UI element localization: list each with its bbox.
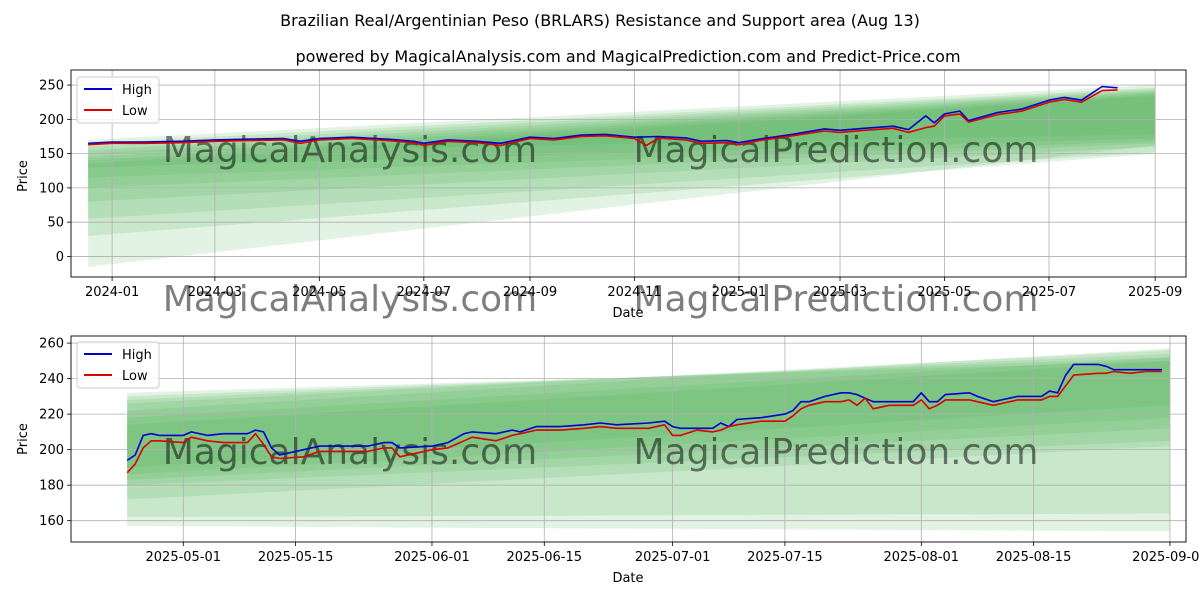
top-band-5 xyxy=(88,93,1156,219)
top-band-6 xyxy=(88,94,1156,236)
bottom-band-5 xyxy=(127,357,1170,518)
top-y-tick-label-5: 250 xyxy=(39,79,64,94)
chart-subtitle: powered by MagicalAnalysis.com and Magic… xyxy=(295,47,960,66)
top-panel: MagicalAnalysis.com MagicalPrediction.co… xyxy=(16,69,1187,321)
bottom-x-tick-label-0: 2025-05-01 xyxy=(146,550,222,565)
top-y-axis-label: Price xyxy=(16,160,31,192)
top-x-tick-label-10: 2025-09 xyxy=(1128,285,1182,300)
top-x-tick-label-8: 2025-05 xyxy=(917,285,971,300)
top-y-tick-label-1: 50 xyxy=(47,216,64,231)
bottom-panel: MagicalAnalysis.com MagicalPrediction.co… xyxy=(16,335,1200,586)
top-y-tick-label-3: 150 xyxy=(39,147,64,162)
top-x-tick-label-7: 2025-03 xyxy=(813,285,867,300)
bottom-x-axis-label: Date xyxy=(612,571,643,586)
bottom-y-tick-label-4: 240 xyxy=(39,372,64,387)
bottom-y-tick-label-5: 260 xyxy=(39,337,64,352)
bottom-y-tick-label-2: 200 xyxy=(39,443,64,458)
bottom-x-tick-label-7: 2025-08-15 xyxy=(996,550,1072,565)
bottom-x-tick-label-8: 2025-09-01 xyxy=(1132,550,1200,565)
bottom-x-tick-label-1: 2025-05-15 xyxy=(258,550,334,565)
top-x-tick-label-6: 2025-01 xyxy=(712,285,766,300)
bottom-lines xyxy=(126,363,1162,474)
top-band-3 xyxy=(88,90,1156,188)
bottom-legend-low-label: Low xyxy=(122,369,148,384)
top-x-tick-label-9: 2025-07 xyxy=(1022,285,1076,300)
top-y-tick-label-2: 100 xyxy=(39,181,64,196)
top-legend-high-label: High xyxy=(122,83,152,98)
bottom-legend-high-label: High xyxy=(122,348,152,363)
top-plot-frame xyxy=(70,69,1187,278)
top-y-tick-label-0: 0 xyxy=(56,250,64,265)
bottom-plot-frame xyxy=(70,335,1187,543)
top-axes: 2024-01 2024-03 2024-05 2024-07 2024-09 2024-… xyxy=(39,69,1187,300)
top-band-7 xyxy=(88,96,1156,267)
top-legend-low-label: Low xyxy=(122,104,148,119)
top-x-tick-label-4: 2024-09 xyxy=(503,285,557,300)
bottom-grid xyxy=(71,336,1186,542)
bottom-watermark-2: MagicalPrediction.com xyxy=(634,432,1039,473)
bottom-high-line xyxy=(126,363,1162,461)
top-grid xyxy=(71,70,1186,277)
top-watermark-2: MagicalPrediction.com xyxy=(634,130,1039,171)
top-watermark-1: MagicalAnalysis.com xyxy=(163,130,537,171)
top-bands xyxy=(88,85,1156,267)
bottom-watermark-1: MagicalAnalysis.com xyxy=(163,432,537,473)
top-high-line xyxy=(88,85,1118,145)
bottom-x-tick-label-5: 2025-07-15 xyxy=(747,550,823,565)
bottom-y-tick-label-3: 220 xyxy=(39,408,64,423)
bottom-y-tick-label-0: 160 xyxy=(39,514,64,529)
bottom-y-tick-label-1: 180 xyxy=(39,479,64,494)
bottom-x-tick-label-4: 2025-07-01 xyxy=(635,550,711,565)
bottom-legend: High Low xyxy=(76,341,160,389)
bottom-low-line xyxy=(126,370,1162,474)
top-band-1 xyxy=(88,87,1156,168)
bottom-x-tick-label-6: 2025-08-01 xyxy=(884,550,960,565)
chart-title: Brazilian Real/Argentinian Peso (BRLARS)… xyxy=(280,11,920,30)
bottom-band-3 xyxy=(127,350,1170,486)
top-low-line xyxy=(88,89,1118,147)
bottom-bands xyxy=(127,348,1170,532)
bottom-x-tick-label-3: 2025-06-15 xyxy=(506,550,582,565)
top-watermark-4: MagicalPrediction.com xyxy=(634,279,1039,320)
bottom-band-6 xyxy=(127,360,1170,532)
bottom-x-tick-label-2: 2025-06-01 xyxy=(394,550,470,565)
top-x-tick-label-3: 2024-07 xyxy=(397,285,451,300)
top-x-tick-label-1: 2024-03 xyxy=(188,285,242,300)
top-band-2 xyxy=(88,89,1156,178)
top-x-tick-label-0: 2024-01 xyxy=(85,285,139,300)
top-x-axis-label: Date xyxy=(612,306,643,321)
bottom-y-axis-label: Price xyxy=(16,423,31,455)
top-x-tick-label-2: 2024-05 xyxy=(292,285,346,300)
bottom-watermarks: MagicalAnalysis.com MagicalPrediction.co… xyxy=(163,432,1039,473)
top-y-tick-label-4: 200 xyxy=(39,113,64,128)
top-watermark-3: MagicalAnalysis.com xyxy=(163,279,537,320)
bottom-band-1 xyxy=(127,357,1170,475)
top-legend: High Low xyxy=(76,76,160,124)
top-x-tick-label-5: 2024-11 xyxy=(607,285,661,300)
bottom-band-4 xyxy=(127,348,1170,500)
bottom-axes: 2025-05-01 2025-05-15 2025-06-01 2025-06-15… xyxy=(39,335,1200,565)
top-lines xyxy=(88,85,1118,147)
